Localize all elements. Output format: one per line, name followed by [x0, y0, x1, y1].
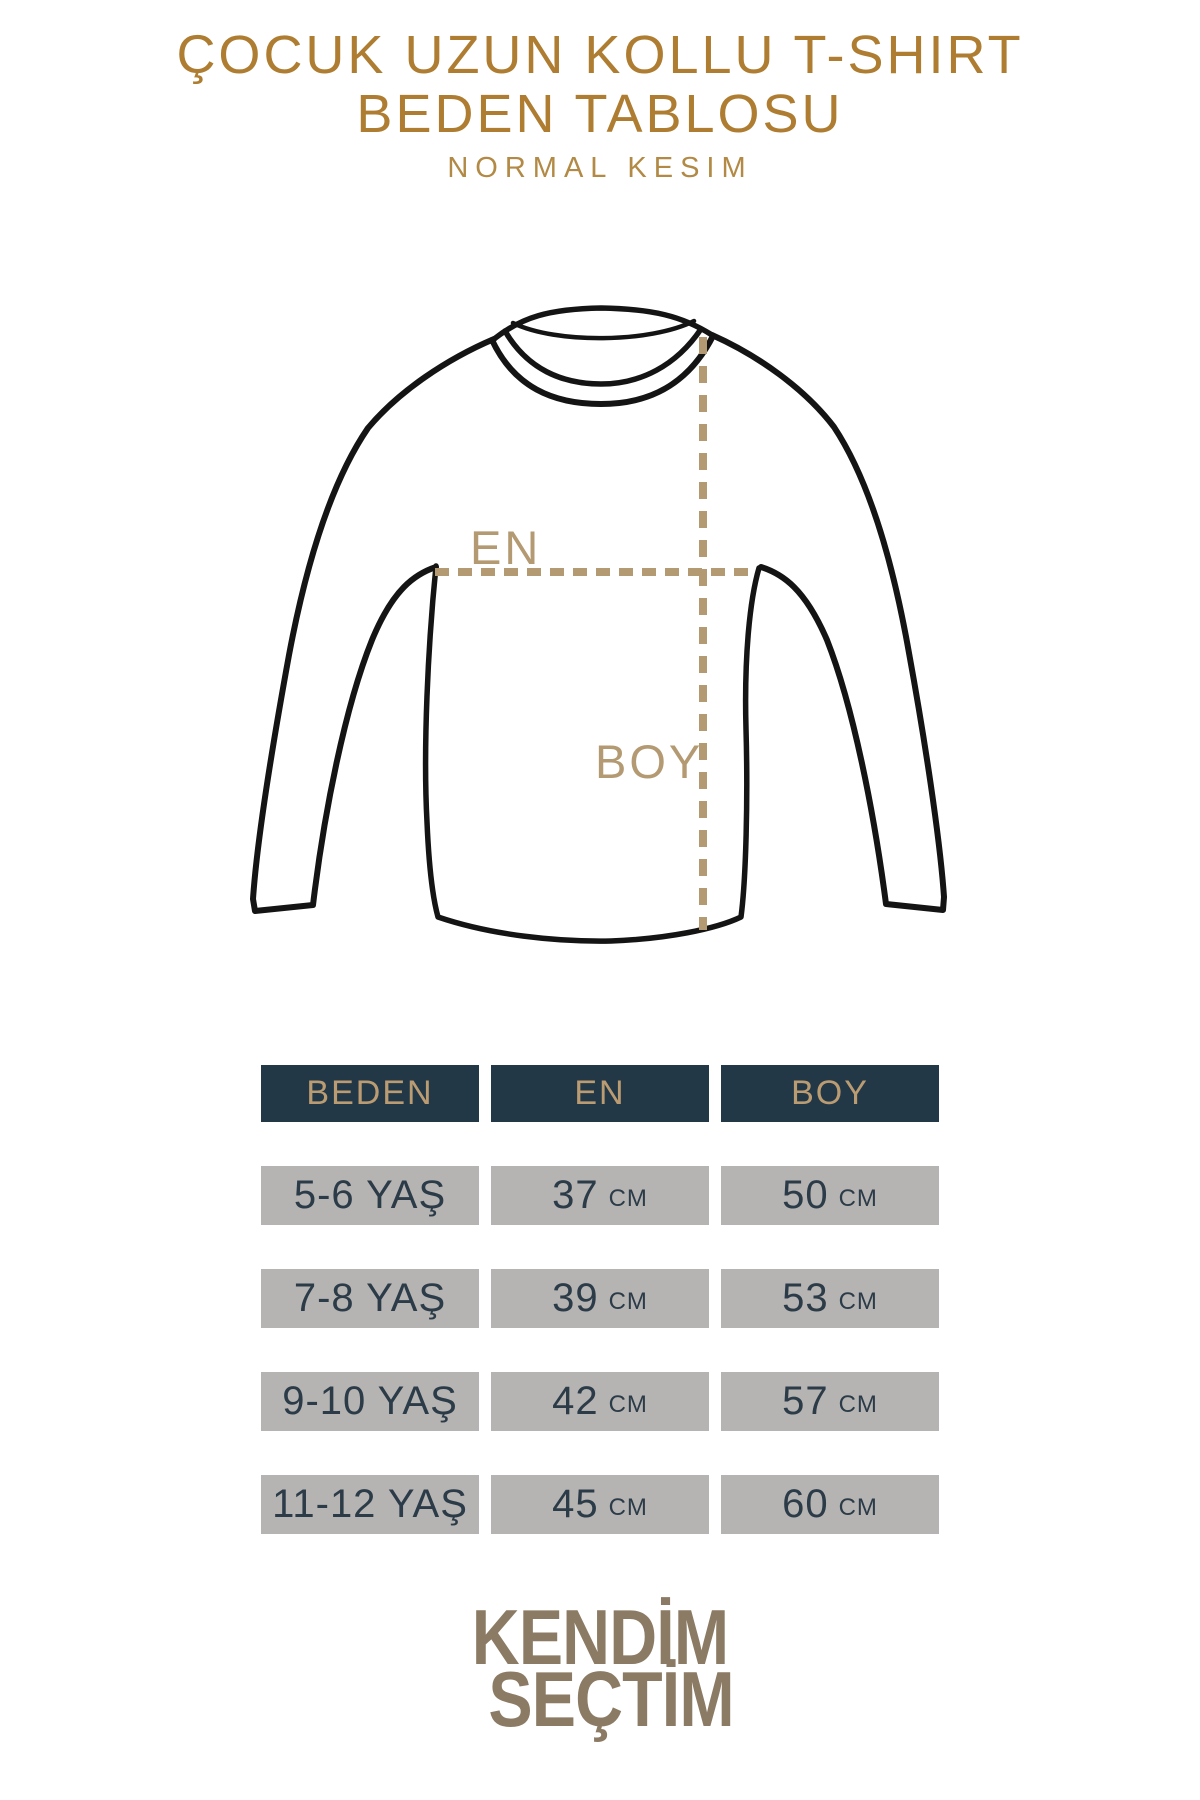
size-unit: CM [608, 1390, 648, 1418]
tshirt-left-sleeve [250, 336, 497, 914]
size-cell-width: 39 CM [491, 1269, 709, 1328]
size-cell-age: 5-6 YAŞ [261, 1166, 479, 1225]
tshirt-back-neck [510, 318, 697, 341]
tshirt-collar-inner [502, 326, 704, 387]
tshirt-drawing [250, 305, 947, 944]
brand-logo-line1: KENDİM [471, 1593, 729, 1681]
length-measure-line [699, 337, 707, 930]
size-cell-width: 37 CM [491, 1166, 709, 1225]
size-unit: CM [608, 1287, 648, 1315]
length-measure-label: BOY [595, 735, 704, 788]
size-table-header-boy: BOY [721, 1065, 939, 1122]
size-cell-age: 9-10 YAŞ [261, 1372, 479, 1431]
page-title: ÇOCUK UZUN KOLLU T-SHIRT BEDEN TABLOSU [0, 26, 1200, 144]
size-unit: CM [838, 1287, 878, 1315]
size-value: 42 [552, 1379, 599, 1423]
size-unit: CM [608, 1184, 648, 1212]
width-measure-line [435, 568, 757, 576]
tshirt-collar-outer [489, 333, 716, 407]
page-title-line1: ÇOCUK UZUN KOLLU T-SHIRT [176, 25, 1024, 85]
size-value: 45 [552, 1482, 599, 1526]
size-unit: CM [838, 1390, 878, 1418]
size-value: 50 [782, 1173, 829, 1217]
page-title-line2: BEDEN TABLOSU [356, 84, 844, 144]
size-value: 37 [552, 1173, 599, 1217]
width-measure-label: EN [470, 521, 542, 574]
size-cell-length: 57 CM [721, 1372, 939, 1431]
tshirt-top-edge [491, 305, 715, 342]
brand-logo-line2: SEÇTİM [488, 1655, 734, 1743]
size-cell-length: 53 CM [721, 1269, 939, 1328]
size-unit: CM [838, 1493, 878, 1521]
size-cell-length: 60 CM [721, 1475, 939, 1534]
tshirt-right-sleeve [709, 332, 947, 913]
size-table-header-beden: BEDEN [261, 1065, 479, 1122]
size-value: 39 [552, 1276, 599, 1320]
size-cell-width: 42 CM [491, 1372, 709, 1431]
brand-logo: KENDİM SEÇTİM [90, 1593, 1110, 1743]
size-unit: CM [608, 1493, 648, 1521]
size-value: 53 [782, 1276, 829, 1320]
size-cell-age: 7-8 YAŞ [261, 1269, 479, 1328]
size-unit: CM [838, 1184, 878, 1212]
size-value: 60 [782, 1482, 829, 1526]
size-cell-age: 11-12 YAŞ [261, 1475, 479, 1534]
size-value: 57 [782, 1379, 829, 1423]
fit-subtitle: NORMAL KESIM [447, 152, 753, 184]
size-table-header-en: EN [491, 1065, 709, 1122]
size-cell-length: 50 CM [721, 1166, 939, 1225]
tshirt-body [422, 563, 762, 944]
size-cell-width: 45 CM [491, 1475, 709, 1534]
size-table: BEDEN EN BOY 5-6 YAŞ 37 CM 50 CM 7-8 YAŞ 3… [261, 1065, 939, 1534]
